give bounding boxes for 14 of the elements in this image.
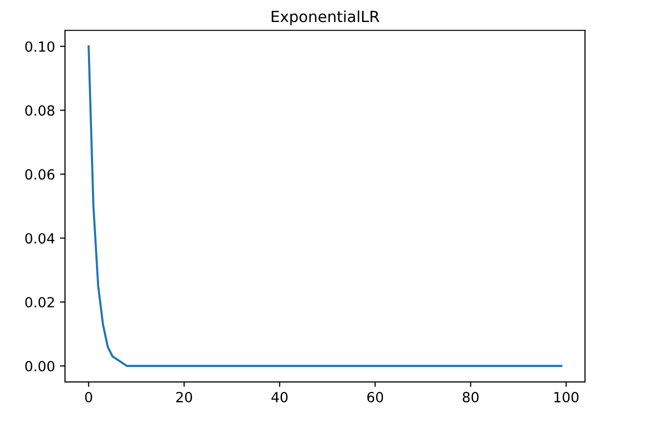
x-tick-label: 40 xyxy=(271,392,288,402)
y-tick-label: 0.04 xyxy=(25,233,54,244)
x-tick-label: 20 xyxy=(176,392,192,402)
x-tick-label: 60 xyxy=(367,392,384,402)
chart-title: ExponentialLR xyxy=(272,10,380,26)
y-tick-label: 0.10 xyxy=(25,41,54,52)
y-tick-label: 0.06 xyxy=(25,169,54,180)
x-tick-label: 0 xyxy=(85,392,92,402)
x-tick-label: 80 xyxy=(462,392,479,402)
y-tick-label: 0.00 xyxy=(25,360,54,372)
y-tick-label: 0.02 xyxy=(25,296,54,308)
x-tick-label: 100 xyxy=(554,392,578,402)
line-series xyxy=(88,45,562,367)
y-tick-label: 0.08 xyxy=(25,105,54,116)
